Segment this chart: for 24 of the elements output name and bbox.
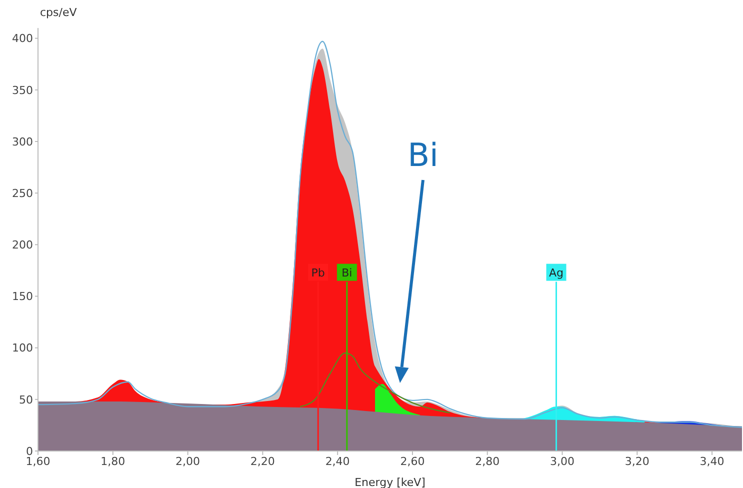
x-tick-label: 2,00 — [176, 454, 200, 468]
x-tick-label: 2,20 — [250, 454, 275, 468]
x-tick-label: 2,40 — [325, 454, 350, 468]
x-axis-title: Energy [keV] — [354, 476, 426, 488]
x-tick-label: 2,80 — [475, 454, 500, 468]
x-tick-label: 3,40 — [700, 454, 724, 468]
y-tick-label: 100 — [12, 342, 33, 355]
ref-line-label: Bi — [342, 266, 352, 280]
x-tick-label: 2,60 — [400, 454, 425, 468]
y-tick-label: 350 — [12, 84, 33, 97]
x-tick-label: 3,20 — [624, 454, 650, 468]
y-tick-label: 250 — [12, 186, 33, 200]
y-axis-title: cps/eV — [40, 6, 77, 19]
line-series — [300, 352, 451, 414]
y-tick-label: 400 — [12, 32, 33, 46]
annotation: Bi — [408, 136, 438, 174]
y-tick-label: 50 — [19, 393, 33, 406]
ref-line-label: Ag — [549, 266, 564, 280]
y-tick-label: 150 — [12, 290, 33, 304]
x-tick-label: 1,80 — [100, 454, 126, 468]
y-tick-label: 300 — [12, 135, 33, 148]
y-tick-label: 200 — [12, 238, 33, 252]
ref-line-label: Pb — [311, 266, 325, 280]
x-tick-label: 3,00 — [550, 454, 575, 468]
